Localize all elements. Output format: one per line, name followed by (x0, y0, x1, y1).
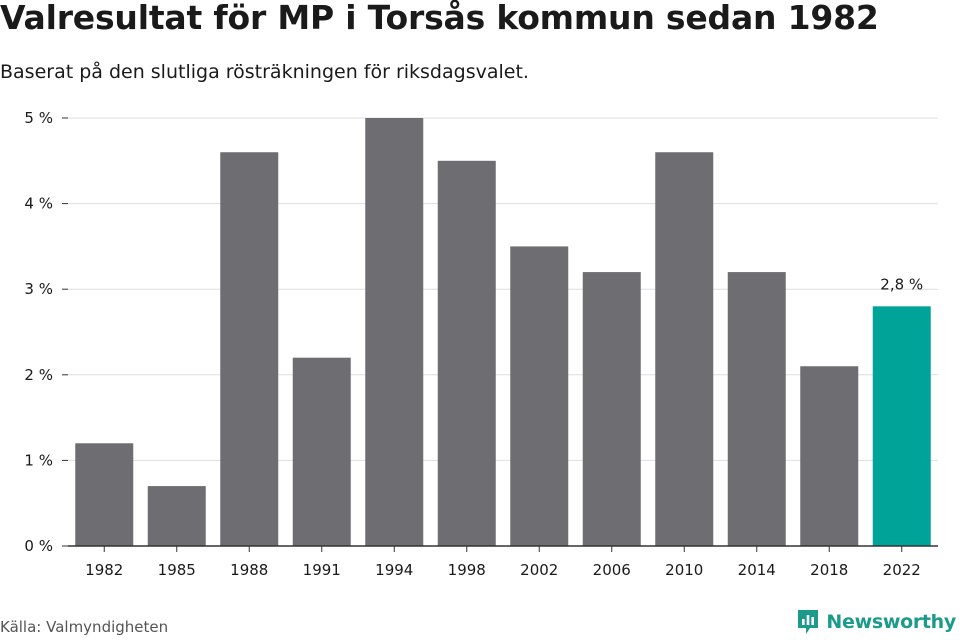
bar-1994 (365, 118, 424, 546)
x-tick-label: 1982 (85, 561, 123, 579)
x-tick-label: 2014 (738, 561, 776, 579)
bars (75, 118, 931, 547)
x-tick-label: 1985 (158, 561, 196, 579)
x-tick-label: 1988 (230, 561, 268, 579)
brand-name: Newsworthy (826, 611, 956, 633)
x-tick-label: 1994 (375, 561, 413, 579)
bar-1982 (75, 443, 134, 546)
chart-subtitle: Baserat på den slutliga rösträkningen fö… (0, 61, 529, 83)
gridlines (68, 117, 938, 461)
x-tick-label: 2006 (593, 561, 631, 579)
bar-2002 (510, 246, 569, 546)
bar-chart: 0 %1 %2 %3 %4 %5 % 1982 1985 1988 1991 1994 1… (24, 109, 938, 579)
bar-2006 (582, 272, 641, 546)
bar-1998 (437, 160, 496, 547)
y-tick-label: 5 % (24, 109, 53, 127)
x-tick-label: 2010 (665, 561, 703, 579)
y-tick-label: 3 % (24, 280, 53, 298)
y-tick-label: 2 % (24, 366, 53, 384)
bar-1985 (147, 486, 206, 546)
x-tick-label: 2018 (810, 561, 848, 579)
newsworthy-logo-icon (798, 610, 819, 634)
bar-1991 (292, 357, 351, 546)
bar-2010 (655, 152, 714, 547)
y-tick-label: 4 % (24, 195, 53, 213)
x-tick-label: 2002 (520, 561, 558, 579)
data-label-2022: 2,8 % (880, 275, 923, 293)
source-note: Källa: Valmyndigheten (0, 618, 169, 636)
x-tick-label: 2022 (883, 561, 921, 579)
x-tick-label: 1998 (448, 561, 486, 579)
bar-1988 (220, 152, 279, 547)
chart-title: Valresultat för MP i Torsås kommun sedan… (0, 0, 879, 37)
y-tick-label: 0 % (24, 537, 53, 555)
y-tick-label: 1 % (24, 451, 53, 469)
y-axis-ticks: 0 % 1 % 2 % 3 % 4 % 5 % (24, 109, 68, 555)
bar-2014 (727, 272, 786, 546)
x-tick-label: 1991 (303, 561, 341, 579)
brand: Newsworthy (796, 608, 956, 636)
data-labels: 2,8 % (880, 275, 923, 293)
x-axis-ticks: 1982 1985 1988 1991 1994 1998 2002 2006 2010 2014… (85, 546, 921, 579)
bar-2018 (800, 366, 859, 546)
bar-2022 (872, 306, 931, 546)
